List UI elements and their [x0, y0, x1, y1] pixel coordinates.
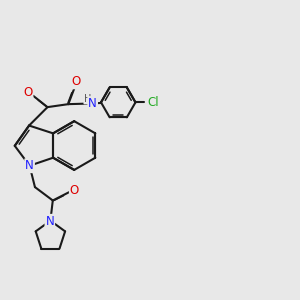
- Text: H: H: [84, 94, 92, 103]
- Text: Cl: Cl: [147, 96, 158, 109]
- Text: O: O: [71, 75, 81, 88]
- Text: O: O: [70, 184, 79, 196]
- Text: N: N: [25, 159, 34, 172]
- Text: N: N: [88, 97, 97, 110]
- Text: N: N: [45, 215, 54, 228]
- Text: O: O: [23, 86, 32, 99]
